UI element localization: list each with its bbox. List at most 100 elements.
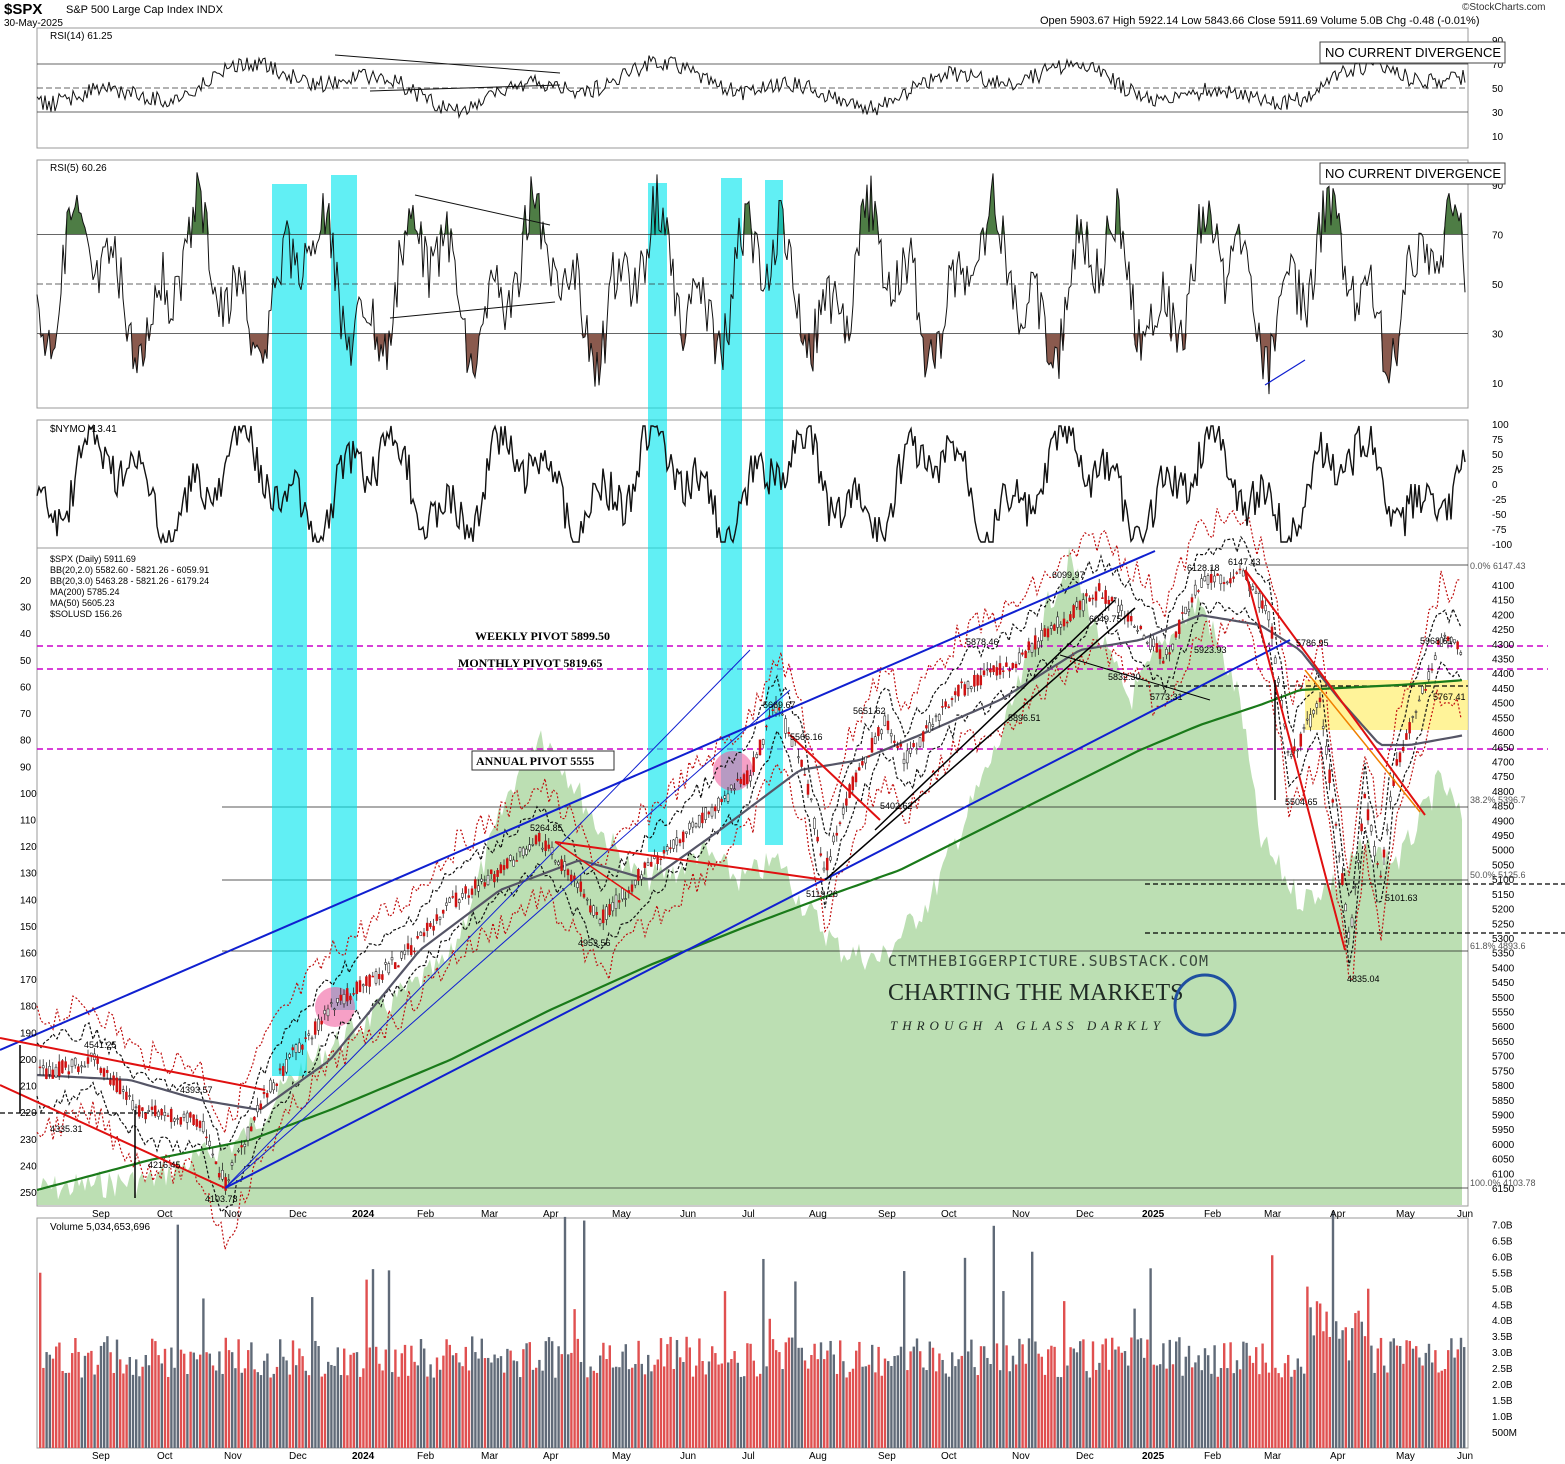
volume-bar (1386, 1372, 1389, 1448)
candle-body (1069, 614, 1072, 622)
fib-label: 100.0% 4103.78 (1470, 1178, 1536, 1188)
candle-body (1197, 590, 1200, 592)
candle-body (1309, 714, 1312, 728)
volume-bar (672, 1368, 675, 1448)
candle-body (713, 806, 717, 812)
fib-label: 61.8% 4893.6 (1470, 941, 1526, 951)
volume-bar (618, 1367, 621, 1448)
volume-bar (730, 1359, 733, 1448)
candle-body (1273, 657, 1277, 664)
sol-tick-label: 80 (20, 736, 32, 747)
volume-bar (765, 1366, 768, 1448)
channel-upper (0, 550, 1156, 1051)
x-axis-label-top: Jun (1457, 1209, 1473, 1220)
volume-bar (1034, 1341, 1037, 1448)
resistance-line (1244, 569, 1346, 951)
candle-body (470, 888, 474, 895)
nymo-tick-label: -50 (1492, 510, 1507, 521)
candle-body (893, 740, 896, 744)
volume-bar (1271, 1255, 1274, 1448)
volume-bar (42, 1367, 45, 1448)
candle-body (966, 681, 970, 689)
price-tick-label: 4400 (1492, 669, 1515, 680)
candle-body (422, 932, 426, 937)
resistance-line (0, 1037, 266, 1091)
volume-bar (298, 1348, 301, 1448)
rsi14-legend: RSI(14) 61.25 (50, 31, 113, 42)
candle-body (1088, 597, 1091, 602)
volume-bar (621, 1351, 624, 1448)
candle-body (1158, 649, 1162, 659)
candle-body (496, 870, 499, 877)
candle-body (224, 1177, 227, 1191)
volume-bar (848, 1371, 851, 1448)
candle-body (649, 861, 653, 867)
candle-body (595, 911, 599, 915)
volume-bar (858, 1341, 861, 1448)
highlight-bar (721, 178, 742, 845)
rsi14-line (36, 55, 1466, 119)
volume-bar (557, 1346, 560, 1448)
price-annotation: 5773.31 (1150, 692, 1183, 702)
volume-bar (800, 1347, 803, 1448)
volume-bar (1239, 1369, 1242, 1448)
volume-bar (835, 1373, 839, 1448)
candle-body (1033, 635, 1037, 650)
volume-bar (861, 1366, 864, 1448)
candle-body (1389, 796, 1392, 802)
ma50-line (36, 614, 1463, 1111)
candle-body (665, 846, 669, 851)
volume-bar (211, 1365, 215, 1448)
volume-bar (1463, 1347, 1466, 1448)
candle-body (38, 1066, 42, 1069)
volume-bar (1101, 1344, 1104, 1448)
volume-bar (893, 1355, 896, 1448)
volume-bar (1354, 1313, 1357, 1448)
candle-body (400, 951, 403, 959)
candle-body (537, 832, 541, 842)
channel-lower (224, 639, 1291, 1189)
candle-body (691, 821, 695, 828)
wedge-line (1304, 669, 1421, 813)
candle-body (1267, 611, 1271, 621)
volume-bar (147, 1365, 151, 1448)
candle-body (451, 896, 455, 898)
price-tick-label: 4350 (1492, 655, 1515, 666)
nymo-tick-label: -25 (1492, 495, 1507, 506)
candle-body (208, 1140, 211, 1147)
candle-body (1056, 616, 1059, 628)
volume-bar (1098, 1362, 1101, 1448)
candle-body (816, 836, 819, 842)
candle-body (1142, 635, 1146, 639)
candle-body (448, 897, 451, 903)
volume-bar (979, 1346, 983, 1448)
candle-body (1459, 652, 1463, 655)
volume-bar (791, 1337, 794, 1448)
sol-tick-label: 230 (20, 1135, 37, 1146)
candle-body (1261, 600, 1264, 609)
volume-bar (954, 1366, 957, 1448)
volume-bar (519, 1377, 522, 1448)
candle-body (105, 1070, 109, 1073)
x-axis-label-bottom: Mar (1264, 1451, 1282, 1462)
candle-body (505, 858, 509, 869)
price-annotation: 5119.26 (806, 889, 838, 899)
volume-bar (371, 1269, 375, 1448)
candle-body (1181, 612, 1184, 614)
bb2-lower (36, 600, 1462, 1213)
volume-bar (1053, 1346, 1056, 1448)
candle-body (889, 733, 893, 737)
volume-bar (899, 1346, 903, 1448)
candle-body (406, 943, 410, 950)
volume-bar (384, 1349, 387, 1448)
volume-bar (688, 1347, 691, 1448)
volume-tick-label: 2.5B (1492, 1364, 1513, 1375)
candle-body (80, 1065, 83, 1068)
candle-body (1139, 625, 1143, 630)
candle-body (134, 1106, 138, 1109)
volume-bar (928, 1341, 931, 1448)
volume-bar (1443, 1369, 1447, 1448)
volume-bar (1018, 1338, 1021, 1448)
candle-body (233, 1154, 237, 1156)
candle-body (960, 681, 963, 684)
